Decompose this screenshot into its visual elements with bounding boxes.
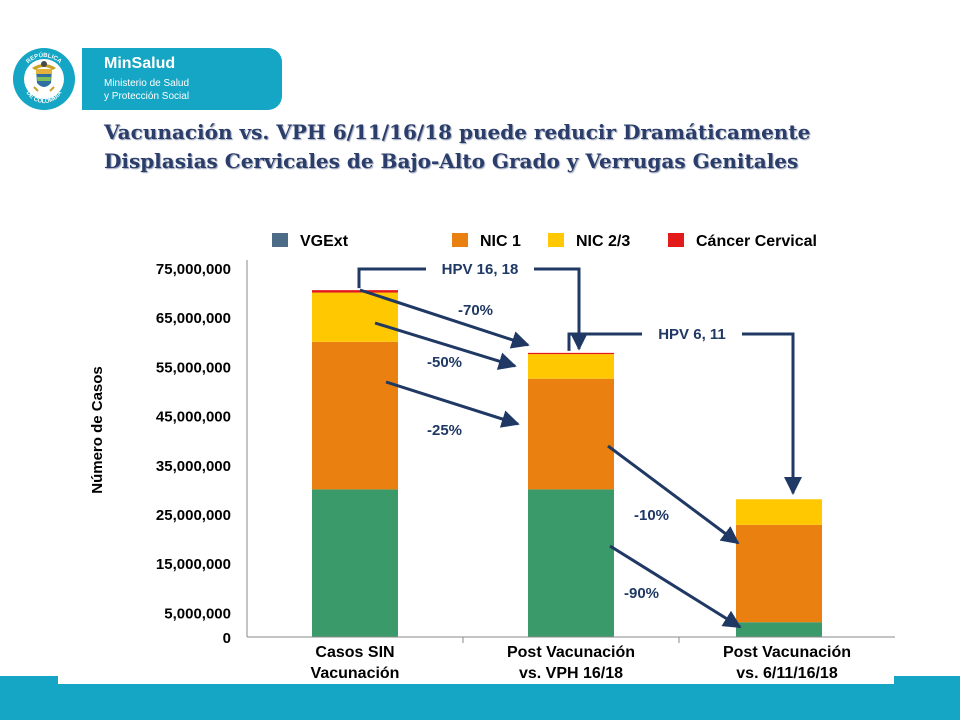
hpv-16-18-label: HPV 16, 18 xyxy=(442,261,519,278)
x-tick-label: Vacunación xyxy=(311,665,400,682)
reduction-arrow xyxy=(374,321,517,370)
slide-title-line1: Vacunación vs. VPH 6/11/16/18 puede redu… xyxy=(104,120,811,144)
footer-gap xyxy=(58,676,894,684)
legend-entry: NIC 2/3 xyxy=(576,233,630,250)
bar-nic1 xyxy=(528,378,614,490)
annotations: HPV 16, 18 HPV 6, 11 -70% -50% -25% -10% -90% xyxy=(357,261,802,629)
reduction-70-label: -70% xyxy=(458,302,493,319)
y-tick-label: 0 xyxy=(223,630,231,647)
legend-swatch xyxy=(668,233,684,247)
colombia-seal-icon: REPÚBLICA DE COLOMBIA xyxy=(13,48,75,110)
y-tick-label: 15,000,000 xyxy=(156,556,231,573)
bar-nic1 xyxy=(312,341,398,490)
reduction-arrow xyxy=(359,288,530,349)
x-axis: Casos SIN Vacunación Post Vacunación vs. VP… xyxy=(247,636,895,682)
bar-nic23 xyxy=(736,499,822,525)
logo-pill xyxy=(82,48,282,110)
logo-subtitle-line2: y Protección Social xyxy=(104,91,190,102)
bracket-left-line xyxy=(357,267,426,289)
slide-title-line2: Displasias Cervicales de Bajo-Alto Grado… xyxy=(104,149,799,173)
legend-swatch xyxy=(548,233,564,247)
logo-brand: MinSalud xyxy=(104,55,176,72)
bar-cancer xyxy=(528,352,614,355)
reduction-arrow xyxy=(607,444,740,545)
bracket-right-arrow xyxy=(534,267,588,351)
y-tick-label: 65,000,000 xyxy=(156,310,231,327)
logo-subtitle-line1: Ministerio de Salud xyxy=(104,78,190,89)
x-tick-label: Post Vacunación xyxy=(723,644,851,661)
y-tick-label: 5,000,000 xyxy=(164,605,231,622)
y-tick-label: 45,000,000 xyxy=(156,409,231,426)
bar-nic23 xyxy=(528,354,614,379)
legend-entry: VGExt xyxy=(300,233,349,250)
y-axis: 0 5,000,000 15,000,000 25,000,000 35,000,000… xyxy=(89,260,248,647)
y-tick-label: 55,000,000 xyxy=(156,359,231,376)
bar-vgext xyxy=(312,489,398,637)
slide-title: Vacunación vs. VPH 6/11/16/18 puede redu… xyxy=(104,118,924,176)
bars xyxy=(312,290,822,637)
bar-vgext xyxy=(736,622,822,637)
x-tick-label: vs. 6/11/16/18 xyxy=(736,665,838,682)
x-tick-label: Casos SIN xyxy=(315,644,394,661)
bracket-right-arrow xyxy=(742,332,802,496)
minsalud-logo: REPÚBLICA DE COLOMBIA MinSalud Ministeri… xyxy=(12,47,282,111)
legend: VGExt NIC 1 NIC 2/3 Cáncer Cervical xyxy=(272,233,817,250)
reduction-50-label: -50% xyxy=(427,354,462,371)
reduction-arrow xyxy=(385,380,520,428)
bar-nic23 xyxy=(312,292,398,342)
reduction-25-label: -25% xyxy=(427,422,462,439)
x-tick-label: vs. VPH 16/18 xyxy=(519,665,623,682)
legend-swatch xyxy=(272,233,288,247)
reduction-10-label: -10% xyxy=(634,507,669,524)
bracket-left-line xyxy=(567,332,642,351)
reduction-arrow xyxy=(609,544,742,629)
y-tick-label: 35,000,000 xyxy=(156,458,231,475)
legend-swatch xyxy=(452,233,468,247)
hpv-6-11-label: HPV 6, 11 xyxy=(658,326,726,343)
legend-entry: NIC 1 xyxy=(480,233,521,250)
x-tick-label: Post Vacunación xyxy=(507,644,635,661)
y-axis-label: Número de Casos xyxy=(89,366,106,494)
bar-cancer xyxy=(312,290,398,293)
bar-vgext xyxy=(528,489,614,637)
reduction-90-label: -90% xyxy=(624,585,659,602)
bar-nic1 xyxy=(736,524,822,623)
legend-entry: Cáncer Cervical xyxy=(696,233,817,250)
y-tick-label: 75,000,000 xyxy=(156,261,231,278)
y-tick-label: 25,000,000 xyxy=(156,507,231,524)
